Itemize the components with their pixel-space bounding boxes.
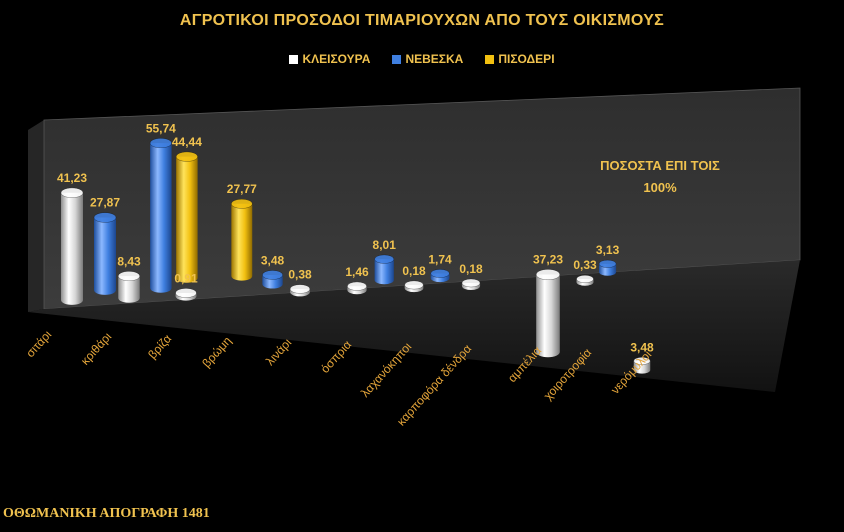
bar-cap [374,254,395,264]
bar-νεβεσκα-9 [598,259,617,276]
bar-cap [461,278,481,288]
bar-νεβεσκα-3 [262,270,283,289]
value-label-κλεισουρα-9: 0,33 [573,258,597,272]
value-label-πισοδερι-2: 27,77 [227,182,257,196]
value-label-νεβεσκα-3: 3,48 [261,253,285,267]
bar-cap [598,259,617,268]
bar-cap [175,288,197,298]
floor-plane [28,260,800,392]
legend-label-neveska: ΝΕΒΕΣΚΑ [405,52,464,66]
bar-κλεισουρα-4 [289,284,311,297]
value-label-κλεισουρα-5: 1,46 [345,265,369,279]
bar-cap [149,138,172,148]
category-label-3: βρώμη [199,334,234,371]
value-label-κλεισουρα-8: 37,23 [533,252,563,266]
bar-cap [347,281,367,291]
bar-κλεισουρα-7 [461,278,481,291]
bar-κλεισουρα-2 [175,288,197,301]
percent-annotation: ΠΟΣΟΣΤΑ ΕΠΙ ΤΟΙΣ 100% [560,155,760,199]
category-label-1: κριθάρι [78,329,114,367]
bar-cap [536,269,560,280]
bar-body [94,217,117,295]
bar-κλεισουρα-1 [118,271,140,303]
legend-swatch-neveska [392,54,402,64]
bar-cap [404,280,424,290]
value-label-πισοδερι-1: 44,44 [172,135,202,149]
bar-cap [231,199,253,209]
bar-body [150,143,172,293]
legend-label-kleisoura: ΚΛΕΙΣΟΥΡΑ [302,52,371,66]
bar-κλεισουρα-0 [60,187,84,305]
value-label-κλεισουρα-1: 8,43 [117,254,141,268]
bar-cap [118,271,140,281]
bar-body [61,192,83,305]
bar-νεβεσκα-1 [149,138,172,293]
bar-cap [60,187,84,198]
value-label-νεβεσκα-1: 55,74 [146,121,176,135]
chart-title: ΑΓΡΟΤΙΚΟΙ ΠΡΟΣΟΔΟΙ ΤΙΜΑΡΙΟΥΧΩΝ ΑΠΟ ΤΟΥΣ … [179,12,665,29]
bar-body [176,156,198,283]
legend-item-pisoderi: ΠΙΣΟΔΕΡΙ [485,52,555,66]
value-label-νεβεσκα-6: 1,74 [428,252,452,266]
bar-κλεισουρα-8 [536,269,560,358]
annotation-line-2: 100% [643,180,677,195]
legend-item-neveska: ΝΕΒΕΣΚΑ [392,52,463,66]
value-label-νεβεσκα-0: 27,87 [90,196,120,210]
annotation-line-1: ΠΟΣΟΣΤΑ ΕΠΙ ΤΟΙΣ [600,158,720,173]
category-label-2: βρίζα [145,332,174,362]
bar-cap [93,212,117,223]
bar-body [374,259,394,285]
legend-swatch-kleisoura [289,54,299,64]
bar-cap [262,270,283,280]
legend-item-kleisoura: ΚΛΕΙΣΟΥΡΑ [289,52,370,66]
bar-νεβεσκα-0 [93,212,117,295]
source-footer: ΟΘΩΜΑΝΙΚΗ ΑΠΟΓΡΑΦΗ 1481 [3,506,210,521]
legend-label-pisoderi: ΠΙΣΟΔΕΡΙ [498,52,555,66]
bar-cap [633,357,651,365]
bar-κλεισουρα-6 [404,280,424,293]
chart-legend: ΚΛΕΙΣΟΥΡΑ ΝΕΒΕΣΚΑ ΠΙΣΟΔΕΡΙ [0,52,844,66]
value-label-κλεισουρα-4: 0,38 [288,268,312,282]
bar-νεβεσκα-5 [374,254,395,285]
value-label-νεβεσκα-5: 8,01 [373,238,397,252]
bar-cap [430,269,450,278]
legend-swatch-pisoderi [485,54,495,64]
value-label-κλεισουρα-7: 0,18 [459,262,483,276]
side-wall [28,120,44,312]
bar-cap [289,284,311,294]
category-label-4: λινάρι [263,335,294,368]
value-label-κλεισουρα-0: 41,23 [57,171,87,185]
bar-νεβεσκα-6 [430,269,450,283]
category-label-0: σιτάρι [23,327,54,360]
bar-κλεισουρα-9 [576,275,594,286]
value-label-κλεισουρα-6: 0,18 [402,264,426,278]
bar-κλεισουρα-10 [633,357,651,374]
bar-cap [576,275,594,283]
value-label-νεβεσκα-9: 3,13 [596,243,620,257]
value-label-κλεισουρα-10: 3,48 [630,340,654,354]
bar-body [536,274,560,358]
bar-body [231,203,253,281]
bar-cap [176,151,198,162]
bar-κλεισουρα-5 [347,281,367,295]
bar-πισοδερι-1 [176,151,198,283]
bar-body [118,276,140,303]
value-label-κλεισουρα-2: 0,91 [174,271,198,285]
bar-πισοδερι-2 [231,199,253,281]
